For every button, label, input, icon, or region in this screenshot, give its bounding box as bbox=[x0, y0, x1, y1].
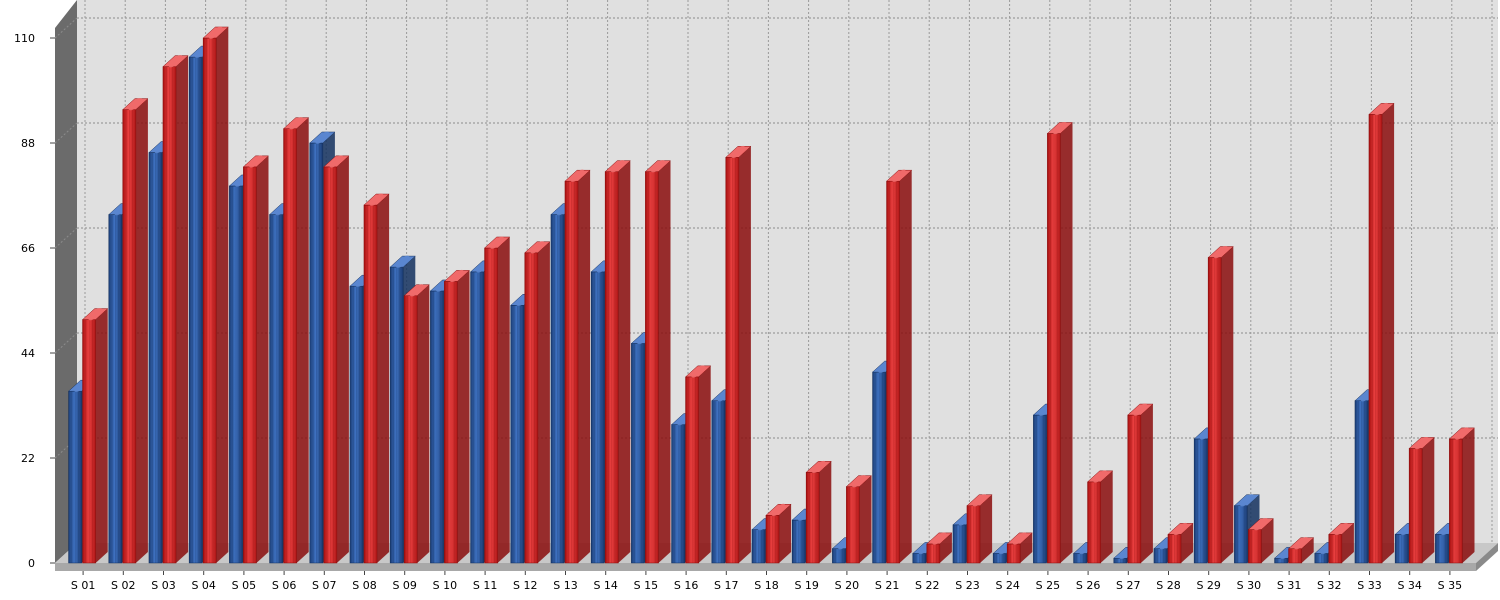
y-tick-label: 88 bbox=[21, 137, 35, 150]
bar-s02-series-2 bbox=[122, 98, 149, 564]
bar-s13-series-2 bbox=[564, 169, 591, 564]
x-tick-label: S 11 bbox=[473, 579, 497, 592]
x-tick-label: S 08 bbox=[352, 579, 376, 592]
x-axis: S 01 S 02 S 03 S 04 S 05 S 06 S 07 S 08 S 09 S 10… bbox=[71, 571, 1462, 592]
bar-s16-series-2 bbox=[684, 365, 712, 564]
x-tick-label: S 29 bbox=[1196, 579, 1220, 592]
bar-s06-series-2 bbox=[282, 117, 310, 564]
bar-s09-series-2 bbox=[403, 284, 430, 564]
bar-s35-series-2 bbox=[1448, 427, 1476, 564]
y-tick-label: 0 bbox=[28, 557, 35, 570]
bar-s10-series-2 bbox=[443, 269, 471, 564]
y-tick-label: 44 bbox=[21, 347, 35, 360]
bar-s03-series-2 bbox=[162, 55, 189, 564]
bar-s29-series-2 bbox=[1207, 246, 1234, 564]
bar-s21-series-2 bbox=[885, 169, 913, 564]
y-tick-label: 66 bbox=[21, 242, 35, 255]
grid-line-side bbox=[54, 332, 78, 354]
x-tick-label: S 05 bbox=[232, 579, 256, 592]
bar-s01-series-2 bbox=[81, 308, 109, 564]
bar-s31-series-2 bbox=[1287, 537, 1315, 564]
bar-s05-series-2 bbox=[242, 155, 270, 564]
x-tick-label: S 21 bbox=[875, 579, 899, 592]
x-tick-label: S 18 bbox=[754, 579, 778, 592]
bar-s14-series-2 bbox=[604, 160, 631, 564]
x-tick-label: S 15 bbox=[634, 579, 658, 592]
x-tick-label: S 04 bbox=[191, 579, 215, 592]
bar-s18-series-2 bbox=[765, 503, 792, 564]
grid-line-side bbox=[54, 122, 78, 144]
x-tick-label: S 27 bbox=[1116, 579, 1140, 592]
bar-s17-series-2 bbox=[725, 145, 752, 564]
x-tick-label: S 12 bbox=[513, 579, 537, 592]
bar-s12-series-2 bbox=[524, 241, 551, 564]
x-tick-label: S 35 bbox=[1438, 579, 1462, 592]
bar-s34-series-2 bbox=[1408, 436, 1435, 564]
x-tick-label: S 25 bbox=[1036, 579, 1060, 592]
bar-s15-series-2 bbox=[644, 160, 672, 564]
x-tick-label: S 17 bbox=[714, 579, 738, 592]
floor-front bbox=[55, 563, 1476, 571]
x-tick-label: S 03 bbox=[151, 579, 175, 592]
x-tick-label: S 02 bbox=[111, 579, 135, 592]
bar-s22-series-2 bbox=[926, 532, 953, 564]
bar-s20-series-2 bbox=[845, 475, 873, 564]
bar-s24-series-2 bbox=[1006, 532, 1033, 564]
x-tick-label: S 06 bbox=[272, 579, 296, 592]
x-tick-label: S 33 bbox=[1357, 579, 1381, 592]
x-tick-label: S 16 bbox=[674, 579, 698, 592]
bar-s23-series-2 bbox=[966, 494, 993, 564]
bar-s04-series-2 bbox=[202, 26, 229, 564]
bar-s11-series-2 bbox=[483, 236, 511, 564]
bar-s19-series-2 bbox=[805, 460, 832, 564]
x-tick-label: S 01 bbox=[71, 579, 95, 592]
grid-line-side bbox=[54, 227, 78, 249]
x-tick-label: S 20 bbox=[835, 579, 859, 592]
x-tick-label: S 14 bbox=[593, 579, 617, 592]
bar-s26-series-2 bbox=[1086, 470, 1114, 564]
x-tick-label: S 19 bbox=[794, 579, 818, 592]
x-tick-label: S 31 bbox=[1277, 579, 1301, 592]
x-tick-label: S 23 bbox=[955, 579, 979, 592]
bar-s32-series-2 bbox=[1328, 522, 1355, 564]
bar-s33-series-2 bbox=[1368, 102, 1395, 564]
x-tick-label: S 30 bbox=[1237, 579, 1261, 592]
x-tick-label: S 09 bbox=[392, 579, 416, 592]
x-tick-label: S 26 bbox=[1076, 579, 1100, 592]
x-tick-label: S 24 bbox=[995, 579, 1019, 592]
x-tick-label: S 22 bbox=[915, 579, 939, 592]
grid-line-side bbox=[54, 17, 78, 39]
floor-side bbox=[1476, 543, 1498, 571]
x-tick-label: S 34 bbox=[1397, 579, 1421, 592]
bar-s28-series-2 bbox=[1167, 522, 1194, 564]
y-tick-label: 110 bbox=[14, 32, 35, 45]
bar-s08-series-2 bbox=[363, 193, 390, 564]
bar-s07-series-2 bbox=[323, 155, 350, 564]
x-tick-label: S 10 bbox=[433, 579, 457, 592]
x-tick-label: S 13 bbox=[553, 579, 577, 592]
bar-s25-series-2 bbox=[1046, 121, 1074, 564]
bar-s30-series-2 bbox=[1247, 518, 1275, 564]
x-tick-label: S 32 bbox=[1317, 579, 1341, 592]
x-tick-label: S 07 bbox=[312, 579, 336, 592]
x-tick-label: S 28 bbox=[1156, 579, 1180, 592]
y-tick-label: 22 bbox=[21, 452, 35, 465]
bar-s27-series-2 bbox=[1127, 403, 1154, 564]
bars bbox=[67, 26, 1476, 564]
y-axis: 0 22 44 66 88 110 bbox=[14, 32, 55, 570]
